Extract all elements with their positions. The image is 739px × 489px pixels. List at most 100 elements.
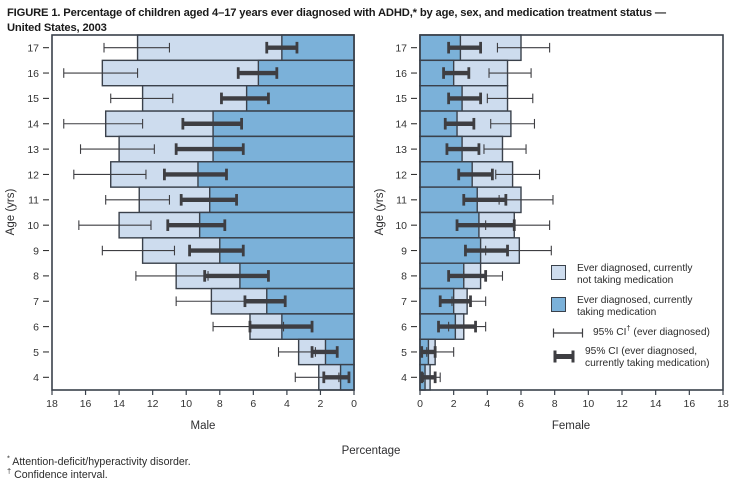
x-tick-label: 6 (250, 398, 256, 410)
bars-layer (63, 34, 554, 391)
y-tick-label: 6 (33, 321, 39, 333)
ci-ever-whisker (78, 220, 152, 230)
y-tick-label: 16 (395, 68, 407, 80)
ci-ever-whisker (63, 68, 139, 78)
x-tick-label: 12 (147, 398, 159, 410)
ci-medication-whisker (464, 244, 509, 257)
legend-ci-ever-pre: 95% CI (593, 327, 627, 339)
x-tick-label: 10 (180, 398, 192, 410)
ci-medication-whisker (188, 244, 245, 257)
figure-title-line-1: FIGURE 1. Percentage of children aged 4–… (7, 7, 666, 19)
y-tick-label: 14 (395, 119, 407, 131)
x-tick-label: 12 (616, 398, 628, 410)
y-tick-label: 15 (27, 93, 39, 105)
plot-border (419, 34, 724, 391)
thick-whisker-icon (553, 350, 575, 363)
ci-medication-whisker (179, 194, 238, 206)
y-tick-label: 7 (401, 296, 407, 308)
ci-ever-whisker (490, 118, 536, 129)
ci-ever-whisker (488, 68, 532, 78)
ci-medication-whisker (442, 67, 471, 79)
legend-label-ci-medication: 95% CI (ever diagnosed, currently taking… (585, 346, 710, 370)
x-tick-label: 10 (582, 398, 594, 410)
ci-medication-whisker (248, 320, 314, 333)
y-tick-label: 4 (401, 372, 407, 384)
y-tick-label: 5 (401, 347, 407, 359)
y-tick-label: 11 (396, 195, 407, 207)
x-tick-label: 4 (484, 398, 490, 410)
ci-medication-whisker (437, 320, 477, 333)
y-tick-label: 6 (401, 321, 407, 333)
ci-medication-whisker (455, 219, 516, 231)
y-tick-label: 9 (33, 245, 39, 257)
y-tick-label: 10 (27, 220, 39, 232)
axes-layer: 0 2 4 6 8 10 12 14 16 18 17 16 15 14 13 12 11 10 9 8 7 6 5 4 0 2 4… (27, 34, 729, 410)
y-tick-label: 10 (395, 220, 407, 232)
dagger-superscript: † (626, 323, 631, 333)
ci-ever-whisker (79, 144, 155, 154)
y-tick-label: 8 (33, 271, 39, 283)
y-tick-label: 14 (27, 119, 39, 131)
y-tick-label: 4 (33, 372, 39, 384)
ci-medication-whisker (181, 117, 243, 130)
asterisk-superscript: * (7, 453, 10, 463)
age-axis-label-right: Age (yrs) (374, 189, 386, 236)
legend-label-not-taking: Ever diagnosed, currently not taking med… (577, 263, 693, 287)
ci-ever-whisker (486, 93, 534, 104)
y-tick-label: 5 (33, 347, 39, 359)
legend-label-taking-line1: Ever diagnosed, currently (577, 295, 693, 307)
legend: Ever diagnosed, currently not taking med… (551, 263, 729, 378)
legend-label-taking-line2: taking medication (577, 307, 657, 319)
ci-medication-whisker (445, 143, 481, 155)
axes-male: 0 2 4 6 8 10 12 14 16 18 17 16 15 14 13 12 11 10 9 8 7 6 5 4 (27, 34, 357, 410)
female-axis-label: Female (552, 420, 590, 432)
x-tick-label: 0 (351, 398, 357, 410)
ci-medication-whisker (443, 117, 476, 130)
x-tick-label: 16 (80, 398, 92, 410)
x-tick-label: 4 (284, 398, 290, 410)
ci-medication-whisker (310, 346, 339, 358)
ci-ever-whisker (105, 195, 170, 205)
ci-medication-whisker (420, 371, 437, 384)
footnotes: * Attention-deficit/hyperactivity disord… (7, 453, 191, 482)
legend-item-ci-ever: 95% CI† (ever diagnosed) (551, 323, 729, 339)
legend-item-ci-medication: 95% CI (ever diagnosed, currently taking… (551, 346, 729, 370)
y-tick-label: 12 (395, 169, 407, 181)
figure-title-line-2: United States, 2003 (7, 21, 107, 34)
x-tick-label: 6 (518, 398, 524, 410)
panel-male (63, 34, 355, 391)
legend-label-taking: Ever diagnosed, currently taking medicat… (577, 295, 693, 319)
y-tick-label: 9 (401, 245, 407, 257)
ci-ever-whisker (73, 169, 147, 180)
ci-medication-whisker (322, 371, 351, 384)
ci-ever-whisker (63, 118, 144, 129)
legend-ci-ever-post: (ever diagnosed) (630, 327, 710, 339)
dagger-superscript: † (7, 466, 12, 476)
y-tick-label: 11 (28, 195, 39, 207)
x-tick-label: 2 (451, 398, 457, 410)
x-tick-label: 18 (717, 398, 729, 410)
figure-title: FIGURE 1. Percentage of children aged 4–… (7, 6, 737, 35)
ci-medication-whisker (163, 168, 228, 181)
male-axis-label: Male (191, 420, 216, 432)
ci-ever-whisker (110, 93, 174, 104)
ci-medication-whisker (203, 270, 270, 282)
ci-medication-whisker (438, 295, 472, 308)
legend-ci-medication-line1: 95% CI (ever diagnosed, (585, 346, 698, 358)
ci-ever-whisker (496, 42, 551, 53)
ci-medication-whisker (457, 168, 494, 181)
ci-medication-whisker (462, 194, 508, 206)
legend-ci-medication-line2: currently taking medication) (585, 358, 710, 370)
footnote-adhd-text: Attention-deficit/hyperactivity disorder… (9, 456, 191, 468)
ci-medication-whisker (220, 92, 270, 105)
legend-item-not-taking: Ever diagnosed, currently not taking med… (551, 263, 729, 287)
y-tick-label: 13 (395, 144, 407, 156)
x-tick-label: 8 (552, 398, 558, 410)
x-tick-label: 2 (318, 398, 324, 410)
ci-medication-whisker (243, 295, 287, 308)
footnote-ci-text: Confidence interval. (11, 469, 108, 482)
ci-ever-whisker (101, 245, 176, 256)
legend-label-not-taking-line2: not taking medication (577, 275, 674, 287)
